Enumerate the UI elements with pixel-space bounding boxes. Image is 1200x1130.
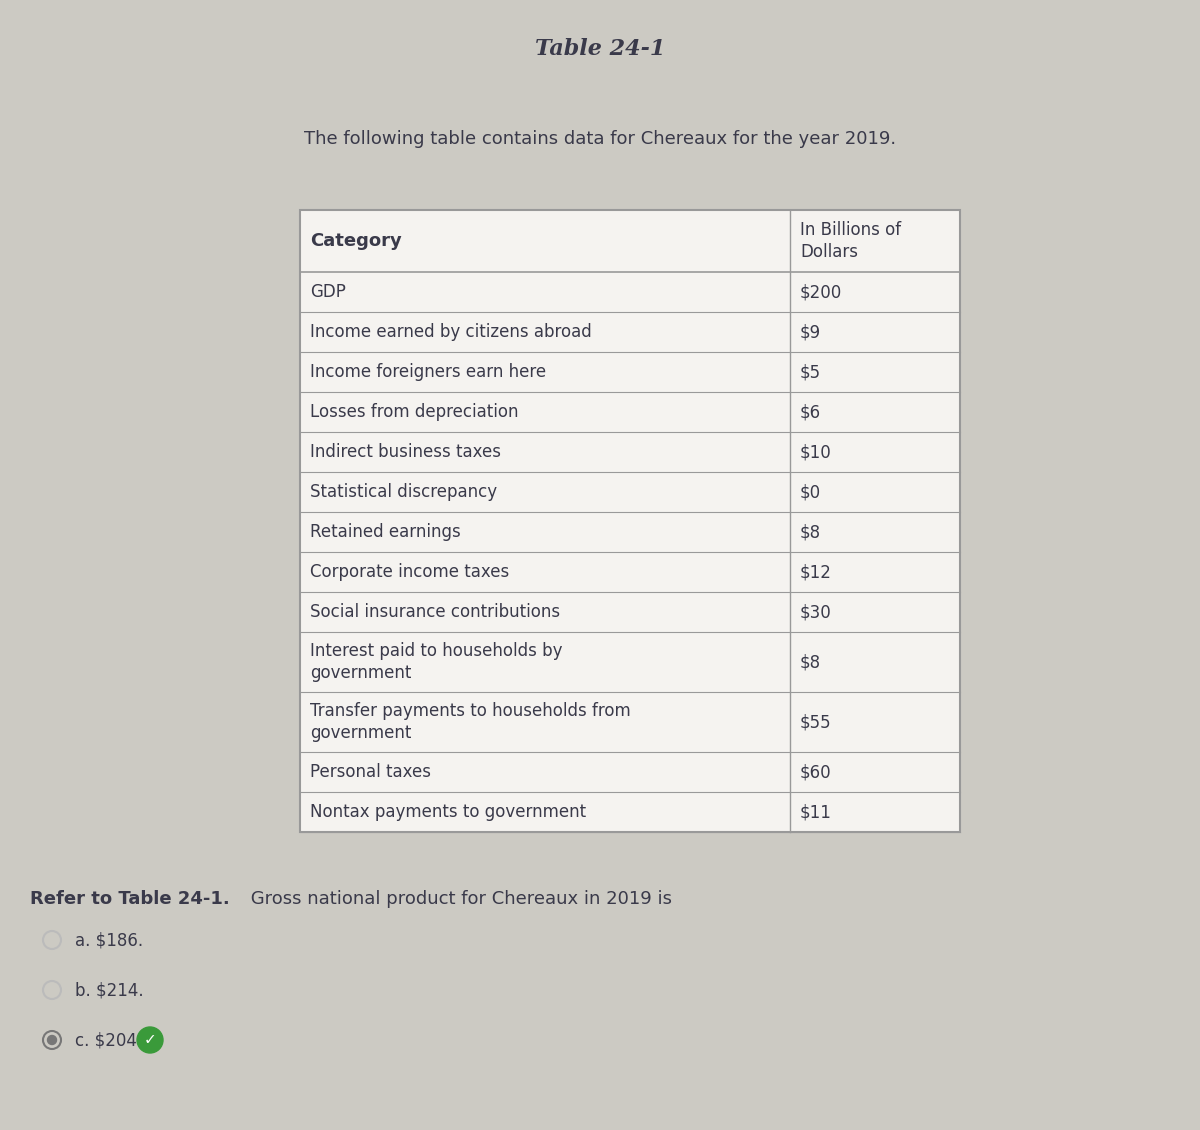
Circle shape bbox=[48, 1035, 56, 1044]
Text: Corporate income taxes: Corporate income taxes bbox=[310, 563, 509, 581]
Text: $60: $60 bbox=[800, 763, 832, 781]
Text: Table 24-1: Table 24-1 bbox=[535, 38, 665, 60]
Text: b. $214.: b. $214. bbox=[74, 981, 144, 999]
Text: The following table contains data for Chereaux for the year 2019.: The following table contains data for Ch… bbox=[304, 130, 896, 148]
Text: $200: $200 bbox=[800, 282, 842, 301]
Text: Personal taxes: Personal taxes bbox=[310, 763, 431, 781]
Text: Gross national product for Chereaux in 2019 is: Gross national product for Chereaux in 2… bbox=[245, 890, 672, 909]
Text: Nontax payments to government: Nontax payments to government bbox=[310, 803, 586, 822]
Text: $6: $6 bbox=[800, 403, 821, 421]
Text: Retained earnings: Retained earnings bbox=[310, 523, 461, 541]
Text: Income foreigners earn here: Income foreigners earn here bbox=[310, 363, 546, 381]
Text: Transfer payments to households from
government: Transfer payments to households from gov… bbox=[310, 702, 631, 742]
Text: $0: $0 bbox=[800, 483, 821, 501]
Text: $11: $11 bbox=[800, 803, 832, 822]
Text: Statistical discrepancy: Statistical discrepancy bbox=[310, 483, 497, 501]
Text: Refer to Table 24-1.: Refer to Table 24-1. bbox=[30, 890, 229, 909]
Text: Income earned by citizens abroad: Income earned by citizens abroad bbox=[310, 323, 592, 341]
Text: $5: $5 bbox=[800, 363, 821, 381]
Text: a. $186.: a. $186. bbox=[74, 931, 143, 949]
Text: Interest paid to households by
government: Interest paid to households by governmen… bbox=[310, 642, 563, 683]
Text: $9: $9 bbox=[800, 323, 821, 341]
Bar bbox=[300, 210, 960, 832]
Text: $55: $55 bbox=[800, 713, 832, 731]
Text: ✓: ✓ bbox=[144, 1033, 156, 1048]
Text: GDP: GDP bbox=[310, 282, 346, 301]
Text: $30: $30 bbox=[800, 603, 832, 622]
Text: $8: $8 bbox=[800, 523, 821, 541]
Text: c. $204.: c. $204. bbox=[74, 1031, 142, 1049]
Circle shape bbox=[137, 1027, 163, 1053]
Text: Indirect business taxes: Indirect business taxes bbox=[310, 443, 502, 461]
Text: $8: $8 bbox=[800, 653, 821, 671]
Text: Category: Category bbox=[310, 232, 402, 250]
Text: In Billions of
Dollars: In Billions of Dollars bbox=[800, 220, 901, 261]
Text: Losses from depreciation: Losses from depreciation bbox=[310, 403, 518, 421]
Text: $12: $12 bbox=[800, 563, 832, 581]
Text: $10: $10 bbox=[800, 443, 832, 461]
Text: Social insurance contributions: Social insurance contributions bbox=[310, 603, 560, 622]
